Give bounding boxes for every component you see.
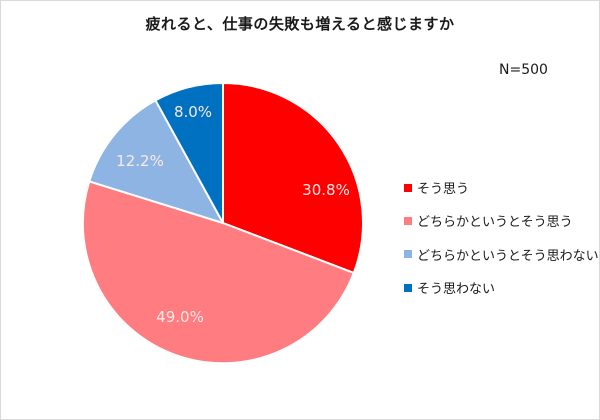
legend-label: そう思わない bbox=[417, 282, 496, 298]
slice-sou-omou[interactable] bbox=[222, 81, 364, 275]
legend-marker-red-square-icon bbox=[404, 183, 412, 192]
legend-item-sou-omou[interactable]: そう思う bbox=[404, 171, 599, 204]
chart-title: 疲れると、仕事の失敗も増えると感じますか bbox=[145, 15, 455, 33]
legend-label: そう思う bbox=[417, 182, 470, 198]
legend-item-sou-omowanai[interactable]: そう思わない bbox=[404, 271, 599, 304]
legend-marker-lightblue-square-icon bbox=[404, 250, 412, 259]
slice-label-8-0: 8.0% bbox=[174, 103, 212, 121]
sample-size-label: N=500 bbox=[499, 62, 548, 78]
legend-item-dochiraka-sou-omowanai[interactable]: どちらかというとそう思わない bbox=[404, 238, 599, 271]
slice-dochiraka-sou-omou[interactable] bbox=[81, 180, 356, 365]
slice-label-49-0: 49.0% bbox=[156, 308, 204, 326]
legend-marker-pink-square-icon bbox=[404, 216, 412, 225]
slice-label-12-2: 12.2% bbox=[116, 152, 164, 170]
legend-label: どちらかというとそう思わない bbox=[417, 248, 599, 264]
legend-marker-blue-square-icon bbox=[404, 283, 412, 292]
slice-label-30-8: 30.8% bbox=[302, 181, 350, 199]
legend-label: どちらかというとそう思う bbox=[417, 215, 573, 231]
legend-item-dochiraka-sou-omou[interactable]: どちらかというとそう思う bbox=[404, 204, 599, 237]
chart-legend: そう思う どちらかというとそう思う どちらかというとそう思わない そう思わない bbox=[404, 171, 599, 304]
slice-dochiraka-sou-omowanai[interactable] bbox=[88, 98, 226, 225]
slice-sou-omowanai[interactable] bbox=[154, 81, 224, 224]
